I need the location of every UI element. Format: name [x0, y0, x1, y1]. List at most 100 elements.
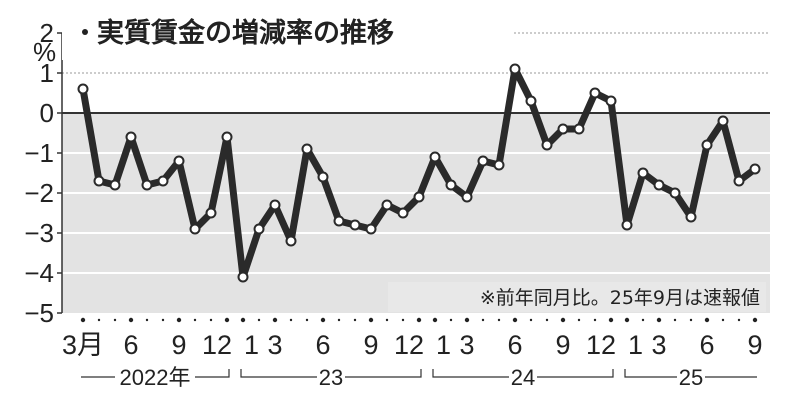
x-tick-label: 6	[699, 330, 714, 360]
data-point-2024-03	[461, 191, 473, 203]
month-tick-dot	[161, 318, 165, 322]
data-point-2025-04	[669, 187, 681, 199]
title-background	[62, 8, 512, 60]
y-tick-label: 1	[40, 58, 54, 88]
month-tick-dot	[128, 317, 134, 323]
data-point-2024-02	[445, 179, 457, 191]
month-tick-dot	[353, 318, 357, 322]
y-tick-label: −3	[24, 218, 54, 248]
month-tick-dot	[464, 317, 470, 323]
month-tick-dot	[416, 317, 422, 323]
x-tick-label: 12	[394, 330, 424, 360]
y-tick-label: −1	[24, 138, 54, 168]
x-tick-label: 1	[628, 330, 643, 360]
month-tick-dot	[113, 318, 117, 322]
data-point-2023-05	[301, 143, 313, 155]
x-tick-label: 6	[123, 330, 138, 360]
month-tick-dot	[145, 318, 149, 322]
data-point-2025-02	[637, 167, 649, 179]
month-tick-dot	[529, 318, 533, 322]
month-tick-dot	[337, 318, 341, 322]
y-unit-label: %	[33, 37, 56, 67]
month-tick-dot	[656, 317, 662, 323]
month-tick-dot	[689, 318, 693, 322]
y-tick-label: −2	[24, 178, 54, 208]
x-tick-label: 1	[436, 330, 451, 360]
data-point-2022-05	[109, 179, 121, 191]
data-point-2023-02	[253, 223, 265, 235]
y-tick-label: −4	[24, 258, 54, 288]
month-tick-dot	[545, 318, 549, 322]
x-tick-label: 12	[586, 330, 616, 360]
data-point-2022-03	[77, 83, 89, 95]
month-tick-dot	[272, 317, 278, 323]
data-point-2023-08	[349, 219, 361, 231]
month-tick-dot	[385, 318, 389, 322]
data-point-2023-09	[365, 223, 377, 235]
data-point-2022-07	[141, 179, 153, 191]
year-bracket-right	[345, 369, 422, 378]
month-tick-dot	[224, 317, 230, 323]
data-point-2023-04	[285, 235, 297, 247]
x-tick-label: 12	[202, 330, 232, 360]
month-tick-dot	[257, 318, 261, 322]
month-tick-dot	[209, 318, 213, 322]
data-point-2023-12	[413, 191, 425, 203]
x-tick-label: 3	[459, 330, 474, 360]
month-tick-dot	[608, 317, 614, 323]
month-tick-dot	[673, 318, 677, 322]
data-point-2023-11	[397, 207, 409, 219]
chart-title: 実質賃金の増減率の推移	[97, 17, 394, 49]
data-point-2025-08	[733, 175, 745, 187]
year-bracket-left	[240, 369, 317, 378]
y-tick-label: 0	[40, 98, 54, 128]
year-bracket-right	[537, 369, 614, 378]
x-tick-label: 1	[244, 330, 259, 360]
month-tick-dot	[320, 317, 326, 323]
month-tick-dot	[176, 317, 182, 323]
month-tick-dot	[97, 318, 101, 322]
data-point-2022-10	[189, 223, 201, 235]
data-point-2024-11	[589, 87, 601, 99]
data-point-2022-06	[125, 131, 137, 143]
data-point-2025-05	[685, 211, 697, 223]
data-point-2022-04	[93, 175, 105, 187]
month-tick-dot	[497, 318, 501, 322]
month-tick-dot	[401, 318, 405, 322]
note-background	[388, 282, 766, 312]
month-tick-dot	[449, 318, 453, 322]
x-tick-label: 9	[171, 330, 186, 360]
month-tick-dot	[305, 318, 309, 322]
data-point-2023-03	[269, 199, 281, 211]
year-label: 2022年	[120, 365, 191, 390]
x-tick-label: 9	[747, 330, 762, 360]
month-tick-dot	[560, 317, 566, 323]
month-tick-dot	[721, 318, 725, 322]
month-tick-dot	[641, 318, 645, 322]
data-point-2025-09	[749, 163, 761, 175]
year-label: 23	[319, 365, 343, 390]
month-tick-dot	[737, 318, 741, 322]
data-point-2024-05	[493, 159, 505, 171]
data-point-2024-06	[509, 63, 521, 75]
data-point-2024-09	[557, 123, 569, 135]
x-tick-label: 9	[555, 330, 570, 360]
month-tick-dot	[593, 318, 597, 322]
data-point-2024-01	[429, 151, 441, 163]
data-point-2023-10	[381, 199, 393, 211]
month-tick-dot	[624, 317, 630, 323]
data-point-2025-03	[653, 179, 665, 191]
negative-shade	[62, 113, 770, 313]
year-bracket-left	[432, 369, 509, 378]
year-bracket-left	[624, 369, 677, 378]
data-point-2023-07	[333, 215, 345, 227]
month-tick-dot	[80, 317, 86, 323]
data-point-2024-08	[541, 139, 553, 151]
x-tick-label: 3	[651, 330, 666, 360]
month-tick-dot	[577, 318, 581, 322]
month-tick-dot	[752, 317, 758, 323]
year-label: 25	[679, 365, 703, 390]
data-point-2024-04	[477, 155, 489, 167]
month-tick-dot	[368, 317, 374, 323]
